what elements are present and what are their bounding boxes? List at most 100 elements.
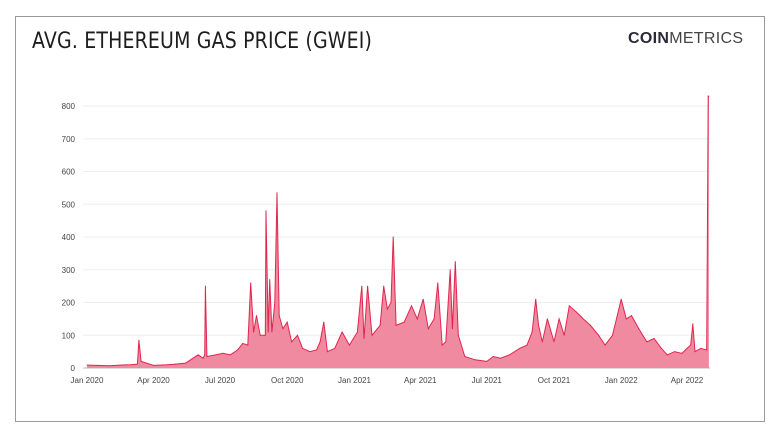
data-point — [437, 282, 439, 284]
data-point — [590, 324, 592, 326]
data-point — [422, 298, 424, 300]
data-point — [383, 285, 385, 287]
data-point — [538, 324, 540, 326]
data-point — [202, 357, 204, 359]
data-point — [197, 354, 199, 356]
data-point — [653, 338, 655, 340]
data-point — [630, 315, 632, 317]
data-point — [237, 349, 239, 351]
data-point — [174, 363, 176, 365]
data-point — [296, 334, 298, 336]
data-point — [638, 328, 640, 330]
data-point — [686, 347, 688, 349]
data-point — [390, 302, 392, 303]
data-point — [130, 364, 132, 366]
data-point — [302, 347, 304, 349]
data-point — [286, 321, 288, 323]
data-point — [451, 328, 453, 330]
x-tick-label: Oct 2021 — [538, 376, 571, 385]
coinmetrics-logo: COINMETRICS — [628, 30, 744, 47]
y-tick-label: 600 — [62, 168, 76, 177]
data-point — [646, 341, 648, 343]
data-point — [86, 364, 88, 366]
data-point — [700, 347, 702, 349]
chart-title: AVG. ETHEREUM GAS PRICE (GWEI) — [32, 29, 373, 54]
data-point — [457, 334, 459, 336]
data-point — [269, 279, 271, 281]
data-point — [309, 351, 311, 353]
data-point — [229, 354, 231, 356]
data-point — [474, 359, 476, 361]
data-point — [500, 357, 502, 359]
data-point — [166, 364, 168, 366]
data-point — [692, 323, 694, 325]
data-point — [278, 315, 280, 317]
data-point — [185, 362, 187, 364]
data-point — [694, 351, 696, 353]
data-point — [367, 285, 369, 287]
data-point — [546, 318, 548, 320]
data-point — [666, 354, 668, 356]
data-point — [576, 311, 578, 313]
data-point — [267, 331, 269, 333]
data-point — [334, 347, 336, 349]
data-point — [707, 95, 709, 97]
y-tick-label: 100 — [62, 331, 76, 340]
data-point — [222, 352, 224, 354]
data-point — [508, 354, 510, 356]
x-tick-label: Jul 2021 — [472, 376, 503, 385]
data-point — [386, 308, 388, 310]
y-tick-label: 200 — [62, 299, 76, 308]
data-point — [136, 363, 138, 365]
data-point — [410, 305, 412, 307]
data-point — [535, 298, 537, 300]
y-tick-label: 700 — [62, 135, 76, 144]
x-tick-label: Jan 2022 — [605, 376, 638, 385]
data-point — [140, 360, 142, 362]
gas-price-line — [86, 95, 709, 367]
data-point — [247, 344, 249, 346]
data-point — [138, 339, 140, 341]
data-point — [519, 347, 521, 349]
data-point — [204, 285, 206, 287]
data-point — [274, 302, 276, 303]
data-point — [256, 315, 258, 317]
data-point — [441, 344, 443, 346]
data-point — [326, 351, 328, 353]
data-point — [531, 331, 533, 333]
data-point — [674, 351, 676, 353]
data-point — [282, 328, 284, 330]
data-point — [486, 360, 488, 362]
x-tick-label: Jan 2020 — [71, 376, 104, 385]
x-tick-label: Jul 2020 — [205, 376, 236, 385]
data-point — [242, 342, 244, 344]
data-point — [690, 344, 692, 346]
data-point — [464, 356, 466, 358]
data-point — [119, 364, 121, 366]
data-point — [563, 334, 565, 336]
data-point — [259, 334, 261, 336]
data-point — [319, 341, 321, 343]
data-point — [611, 334, 613, 336]
data-point — [558, 318, 560, 320]
data-point — [109, 365, 111, 367]
data-point — [371, 334, 373, 336]
data-point — [264, 334, 266, 336]
data-point — [708, 95, 710, 97]
x-tick-label: Apr 2020 — [137, 376, 170, 385]
data-point — [416, 318, 418, 320]
data-point — [526, 344, 528, 346]
data-point — [361, 285, 363, 287]
data-point — [427, 328, 429, 330]
data-point — [291, 341, 293, 343]
x-tick-label: Apr 2022 — [671, 376, 704, 385]
data-point — [454, 261, 456, 263]
x-tick-label: Apr 2021 — [404, 376, 437, 385]
data-point — [341, 331, 343, 333]
data-point — [541, 341, 543, 343]
data-point — [625, 318, 627, 320]
data-point — [153, 364, 155, 366]
data-point — [598, 334, 600, 336]
gas-price-area — [87, 96, 709, 368]
